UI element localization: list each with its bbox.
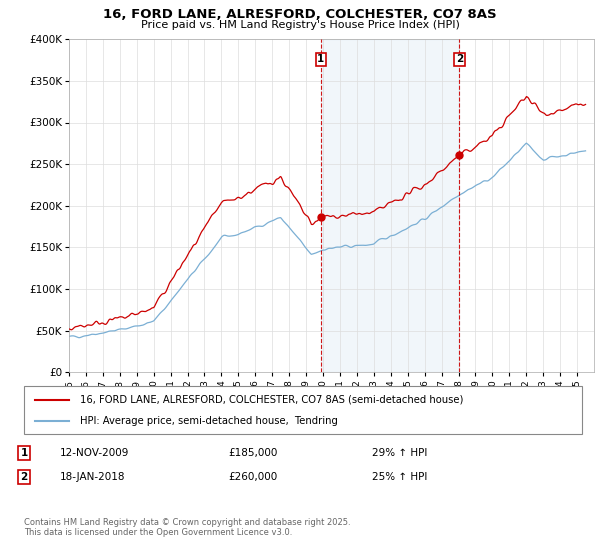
Text: 2: 2 <box>20 472 28 482</box>
Bar <box>321 39 460 372</box>
Text: Price paid vs. HM Land Registry's House Price Index (HPI): Price paid vs. HM Land Registry's House … <box>140 20 460 30</box>
Text: £185,000: £185,000 <box>228 448 277 458</box>
Text: 18-JAN-2018: 18-JAN-2018 <box>60 472 125 482</box>
Text: 2: 2 <box>456 54 463 64</box>
Text: 25% ↑ HPI: 25% ↑ HPI <box>372 472 427 482</box>
Text: 29% ↑ HPI: 29% ↑ HPI <box>372 448 427 458</box>
Text: 16, FORD LANE, ALRESFORD, COLCHESTER, CO7 8AS: 16, FORD LANE, ALRESFORD, COLCHESTER, CO… <box>103 8 497 21</box>
Text: Contains HM Land Registry data © Crown copyright and database right 2025.
This d: Contains HM Land Registry data © Crown c… <box>24 518 350 538</box>
Text: HPI: Average price, semi-detached house,  Tendring: HPI: Average price, semi-detached house,… <box>80 416 338 426</box>
Text: 1: 1 <box>317 54 325 64</box>
FancyBboxPatch shape <box>24 386 582 434</box>
Text: 16, FORD LANE, ALRESFORD, COLCHESTER, CO7 8AS (semi-detached house): 16, FORD LANE, ALRESFORD, COLCHESTER, CO… <box>80 395 463 405</box>
Text: £260,000: £260,000 <box>228 472 277 482</box>
Text: 1: 1 <box>20 448 28 458</box>
Text: 12-NOV-2009: 12-NOV-2009 <box>60 448 130 458</box>
